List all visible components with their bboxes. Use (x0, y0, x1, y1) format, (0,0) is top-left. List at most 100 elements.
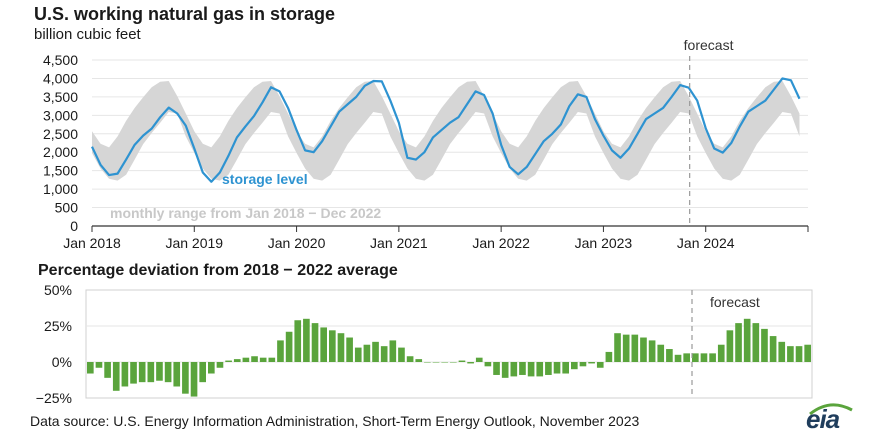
deviation-bar (225, 360, 232, 362)
chart-title: U.S. working natural gas in storage (34, 4, 336, 24)
deviation-bar (588, 362, 595, 364)
deviation-bar (596, 362, 604, 368)
x-tick-label: Jan 2020 (268, 235, 326, 251)
deviation-bar (208, 362, 215, 374)
deviation-bar (398, 347, 405, 362)
deviation-bar (130, 362, 137, 384)
deviation-bar (787, 346, 794, 362)
deviation-bar (484, 362, 492, 367)
deviation-bar (285, 331, 293, 362)
deviation-bar (251, 356, 258, 362)
deviation-bar (640, 337, 647, 362)
deviation-bar (95, 362, 103, 368)
deviation-bar (406, 356, 414, 362)
deviation-bar (683, 353, 690, 362)
y-tick-label: 3,000 (43, 107, 78, 123)
deviation-chart-title: Percentage deviation from 2018 − 2022 av… (38, 262, 398, 279)
deviation-bar (415, 359, 423, 362)
deviation-bar (700, 353, 708, 362)
deviation-bar (571, 362, 578, 370)
deviation-bar (216, 362, 224, 368)
deviation-bar (121, 362, 129, 387)
deviation-bar (717, 344, 725, 362)
deviation-bar (501, 362, 509, 378)
eia-logo-icon (809, 403, 853, 416)
deviation-bar (778, 341, 786, 362)
deviation-bar (510, 362, 518, 377)
deviation-bar (233, 359, 241, 362)
deviation-bar (553, 362, 561, 374)
deviation-bar (320, 327, 327, 362)
deviation-bar (138, 362, 146, 383)
deviation-bar (277, 340, 284, 362)
deviation-bar (424, 362, 431, 363)
deviation-bar (311, 323, 319, 362)
deviation-bar (527, 362, 535, 377)
eia-logo: eia (806, 404, 840, 434)
deviation-bar (294, 320, 302, 362)
deviation-bar (104, 362, 111, 378)
x-tick-label: Jan 2022 (472, 235, 530, 251)
deviation-bar (657, 344, 665, 362)
deviation-bar (242, 357, 250, 362)
deviation-bar (303, 318, 310, 362)
deviation-bar (164, 362, 172, 383)
deviation-bar (450, 362, 457, 363)
deviation-bar (475, 357, 483, 362)
deviation-bar (743, 318, 751, 362)
storage-level-annotation: storage level (222, 171, 308, 187)
deviation-bar (735, 323, 742, 362)
deviation-bar (268, 357, 276, 362)
y-tick-label: 4,500 (43, 52, 78, 68)
deviation-bar (795, 346, 803, 362)
deviation-bar (769, 336, 777, 362)
deviation-bar (87, 362, 94, 374)
deviation-bar (363, 344, 371, 362)
deviation-bar (432, 362, 440, 363)
deviation-bar (536, 362, 544, 377)
deviation-bar (545, 362, 552, 375)
deviation-bar (199, 362, 206, 383)
deviation-bar (380, 346, 388, 362)
deviation-bar (259, 357, 267, 362)
deviation-bar (346, 337, 353, 362)
y-tick-label: 25% (44, 318, 72, 334)
deviation-bar (562, 362, 569, 374)
y-tick-label: 500 (55, 200, 79, 216)
y-tick-label: 3,500 (43, 89, 78, 105)
deviation-bar (648, 340, 656, 362)
deviation-bar (337, 333, 345, 362)
deviation-bar (147, 362, 155, 383)
deviation-bar (173, 362, 181, 387)
range-annotation: monthly range from Jan 2018 − Dec 2022 (110, 205, 381, 221)
y-tick-label: 1,000 (43, 181, 78, 197)
y-tick-label: 2,000 (43, 144, 78, 160)
x-tick-label: Jan 2021 (370, 235, 428, 251)
y-tick-label: 50% (44, 282, 72, 298)
chart-subtitle: billion cubic feet (34, 26, 141, 43)
deviation-bar (156, 362, 163, 381)
deviation-bar (493, 362, 500, 375)
deviation-bar (112, 362, 120, 391)
deviation-bar (467, 362, 474, 364)
deviation-bar (389, 340, 397, 362)
x-tick-label: Jan 2024 (677, 235, 735, 251)
deviation-bar (372, 341, 379, 362)
y-tick-label: −25% (36, 390, 72, 406)
deviation-bar (622, 334, 630, 362)
deviation-bar (761, 328, 768, 362)
deviation-bar (666, 349, 673, 362)
deviation-bar (752, 323, 760, 362)
y-tick-label: 4,000 (43, 70, 78, 86)
deviation-bar (458, 360, 466, 362)
deviation-bar (190, 362, 198, 397)
y-tick-label: 0% (52, 354, 72, 370)
deviation-bar (579, 362, 587, 367)
deviation-bar (605, 351, 613, 362)
deviation-bar (726, 330, 734, 362)
x-tick-label: Jan 2018 (63, 235, 121, 251)
deviation-bar (441, 362, 448, 363)
x-tick-label: Jan 2019 (165, 235, 223, 251)
y-tick-label: 0 (70, 218, 78, 234)
